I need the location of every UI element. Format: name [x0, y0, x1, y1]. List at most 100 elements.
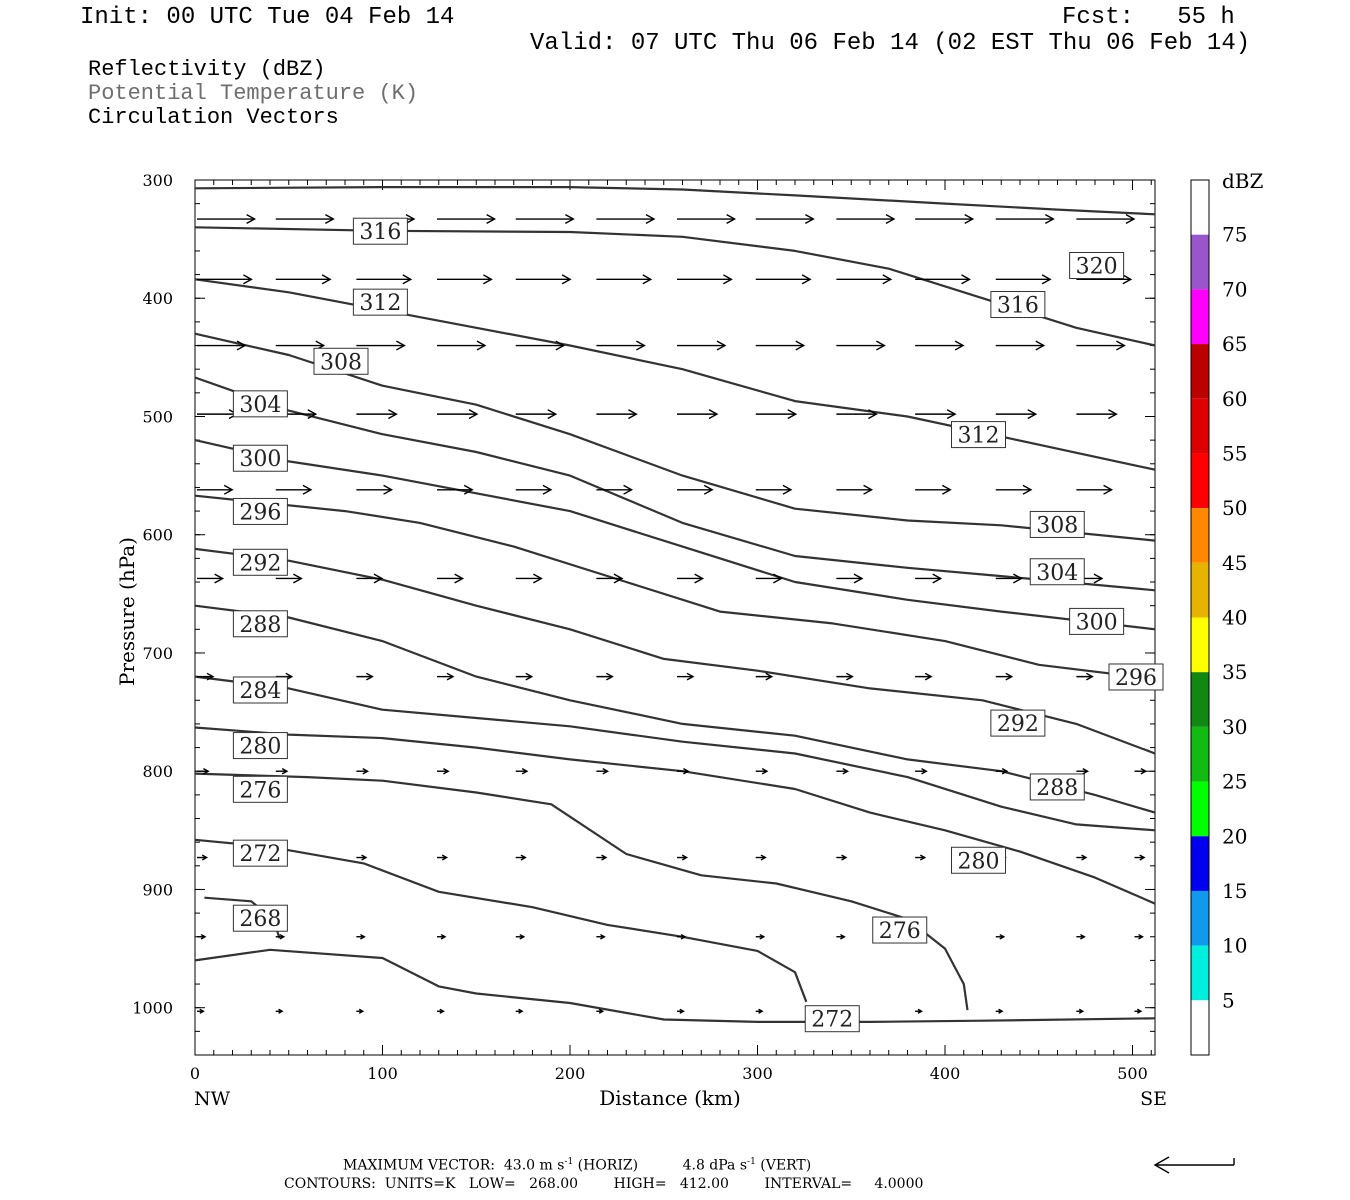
contour-label-box — [232, 676, 288, 704]
contour-label-box — [232, 904, 288, 932]
circulation-vector-head — [246, 214, 257, 225]
colorbar-label: 50 — [1222, 496, 1247, 520]
contour-label-box — [1069, 607, 1125, 635]
circulation-vector-head — [361, 854, 368, 861]
circulation-vector-head — [520, 854, 527, 861]
theta-contour-316 — [194, 226, 1156, 347]
circulation-vector-head — [686, 672, 695, 681]
circulation-vector-head — [885, 214, 896, 225]
contour-label-box — [804, 1005, 860, 1033]
contour-label-box — [232, 610, 288, 638]
theta-contour-276 — [194, 772, 969, 1011]
circulation-vector-head — [278, 1008, 284, 1014]
circulation-vector-head — [795, 340, 806, 351]
circulation-vector-head — [366, 672, 374, 681]
circulation-vector-head — [1093, 573, 1104, 584]
circulation-vector-head — [223, 484, 234, 495]
contour-label: 292 — [997, 712, 1039, 737]
y-tick-label: 700 — [142, 644, 173, 663]
field-reflectivity: Reflectivity (dBZ) — [88, 57, 326, 82]
contour-label: 300 — [239, 447, 281, 472]
circulation-vector-head — [362, 767, 370, 775]
circulation-vector-head — [600, 933, 606, 940]
circulation-vector-head — [1022, 484, 1033, 495]
contour-label: 288 — [239, 613, 281, 638]
contour-label: 304 — [239, 393, 281, 418]
colorbar-label: 35 — [1222, 660, 1247, 684]
circulation-vector-head — [998, 1008, 1004, 1014]
theta-contour-296 — [194, 494, 1156, 681]
max-vector-horiz-exponent: -1 — [564, 1157, 574, 1167]
contour-label-box — [1108, 663, 1164, 691]
circulation-vector-head — [468, 409, 479, 420]
circulation-vector-head — [723, 274, 733, 285]
colorbar-label: 75 — [1222, 223, 1247, 247]
contour-label: 300 — [1076, 610, 1118, 635]
max-vector-note: MAXIMUM VECTOR: 43.0 m s-1 (HORIZ) 4.8 d… — [343, 1158, 811, 1173]
circulation-vector-head — [760, 854, 767, 861]
y-axis-label: Pressure (hPa) — [115, 537, 139, 686]
contour-label: 292 — [239, 551, 281, 576]
colorbar-label: 60 — [1222, 387, 1247, 411]
init-time: Init: 00 UTC Tue 04 Feb 14 — [80, 4, 455, 31]
contour-label-box — [352, 217, 408, 245]
circulation-vector-head — [681, 854, 689, 861]
contour-label-box — [232, 497, 288, 525]
x-tick-label: 200 — [555, 1064, 586, 1083]
colorbar-label: 10 — [1222, 934, 1247, 958]
colorbar-band — [1191, 617, 1209, 673]
contour-label: 280 — [958, 849, 1000, 874]
colorbar-label: 15 — [1222, 879, 1247, 903]
contour-label: 268 — [239, 907, 281, 932]
circulation-vector-head — [203, 767, 210, 775]
circulation-vector-head — [1035, 340, 1046, 351]
circulation-vector-head — [601, 854, 608, 861]
circulation-vector-head — [521, 767, 529, 775]
circulation-vector-head — [846, 672, 854, 681]
contour-label: 316 — [359, 220, 401, 245]
x-end-label-right: SE — [1140, 1088, 1167, 1110]
circulation-vector-head — [405, 214, 416, 225]
colorbar-label: 65 — [1222, 332, 1247, 356]
circulation-vector-head — [360, 933, 366, 940]
colorbar-band — [1191, 180, 1209, 235]
circulation-vector-head — [1082, 767, 1090, 775]
reference-vector-head — [1153, 1156, 1170, 1174]
circulation-vector-head — [946, 409, 957, 420]
contour-label-box — [990, 709, 1046, 737]
circulation-vector-head — [921, 767, 928, 775]
circulation-vector-head — [606, 672, 614, 681]
circulation-vector-head — [199, 1008, 205, 1014]
colorbar-band — [1191, 453, 1209, 509]
circulation-vector-head — [279, 933, 286, 940]
circulation-vector-head — [1122, 274, 1133, 285]
colorbar-label: 40 — [1222, 606, 1247, 630]
contour-label-box — [232, 444, 288, 472]
colorbar-unit: dBZ — [1222, 169, 1264, 193]
contour-label-box — [352, 288, 408, 316]
contour-label: 284 — [239, 679, 281, 704]
y-tick-label: 900 — [142, 880, 173, 899]
circulation-vector-head — [841, 854, 848, 861]
x-tick-label: 300 — [742, 1064, 773, 1083]
field-circulation-vectors: Circulation Vectors — [88, 105, 339, 130]
contour-label: 320 — [1076, 255, 1118, 280]
y-tick-label: 400 — [142, 289, 173, 308]
circulation-vector-head — [293, 573, 303, 584]
circulation-vector-head — [623, 484, 634, 495]
circulation-vector-head — [759, 933, 766, 940]
circulation-vector-head — [961, 274, 971, 285]
circulation-vector-head — [1013, 573, 1023, 584]
circulation-vector-head — [1116, 340, 1126, 351]
contours-note: CONTOURS: UNITS=K LOW= 268.00 HIGH= 412.… — [284, 1176, 924, 1192]
circulation-vector-head — [924, 672, 933, 681]
contour-label-box — [1029, 773, 1085, 801]
theta-contour-288 — [194, 604, 1156, 814]
circulation-vector-head — [555, 340, 566, 351]
contour-label-box — [872, 916, 928, 944]
contour-label: 296 — [1115, 666, 1157, 691]
circulation-vector-head — [396, 340, 406, 351]
circulation-vector-head — [726, 214, 737, 225]
circulation-vector-head — [446, 672, 455, 681]
colorbar-label: 55 — [1222, 441, 1247, 465]
